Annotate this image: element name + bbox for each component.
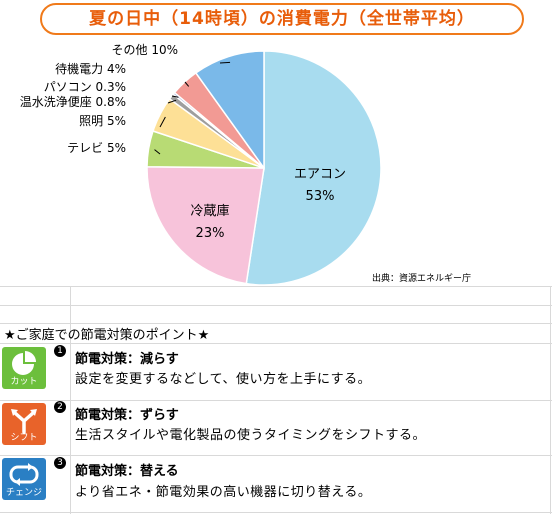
pie-slice: [194, 50, 265, 171]
slice-label: その他 10%: [112, 43, 179, 57]
tips-title: ★ご家庭での節電対策のポイント★: [4, 328, 210, 343]
change-icon-label: チェンジ: [5, 488, 42, 498]
pie-slice: [245, 50, 382, 286]
change-icon: チェンジ: [2, 458, 46, 500]
fork-arrow-icon: [11, 409, 37, 434]
cut-icon-label: カット: [10, 377, 38, 387]
source-note: 出典：資源エネルギー庁: [372, 274, 472, 284]
shift-icon: シフト: [2, 403, 46, 445]
slice-label: 冷蔵庫: [190, 204, 229, 219]
tip-description: 設定を変更するなどして、使い方を上手にする。: [75, 372, 372, 387]
grid-line: [550, 286, 551, 514]
grid-line: [0, 305, 552, 306]
slice-label: 照明 5%: [79, 114, 126, 128]
leader-line: [219, 61, 231, 64]
grid-line: [0, 400, 552, 401]
leader-line: [167, 99, 177, 104]
tip-description: 生活スタイルや電化製品の使うタイミングをシフトする。: [75, 428, 427, 443]
slice-label: エアコン: [294, 167, 346, 182]
grid-line: [0, 512, 552, 513]
leader-line: [184, 81, 190, 87]
grid-line: [0, 286, 552, 287]
shift-icon-label: シフト: [10, 433, 38, 443]
tip-heading: 節電対策：減らす: [75, 352, 179, 367]
grid-line: [70, 286, 71, 514]
grid-line: [0, 455, 552, 456]
slice-value-label: 23%: [196, 226, 225, 241]
slice-label: パソコン 0.3%: [44, 80, 126, 94]
tip-heading: 節電対策：ずらす: [75, 408, 179, 423]
tip-heading: 節電対策：替える: [75, 464, 179, 479]
tip-description: より省エネ・節電効果の高い機器に切り替える。: [75, 485, 372, 500]
slice-label: 待機電力 4%: [55, 61, 126, 76]
chart-title: 夏の日中（14時頃）の消費電力（全世帯平均）: [40, 3, 524, 35]
slice-label: 温水洗浄便座 0.8%: [20, 94, 126, 109]
cut-icon: カット: [2, 347, 46, 389]
pie-cut-icon: [12, 351, 36, 375]
grid-line: [0, 323, 552, 324]
leader-line: [171, 95, 179, 98]
grid-line: [0, 343, 552, 344]
slice-label: テレビ 5%: [67, 141, 126, 155]
slice-value-label: 53%: [306, 189, 335, 204]
cycle-arrows-icon: [9, 463, 39, 486]
leader-line: [159, 116, 166, 128]
tip-number: 1: [54, 345, 66, 357]
tip-number: 2: [54, 401, 66, 413]
pie-chart: エアコン 53% 冷蔵庫 23% テレビ 5% 照明 5% 温水洗浄便座 0.8%パソコン …: [20, 43, 382, 286]
pie-slice: [146, 165, 265, 285]
tip-number: 3: [54, 457, 66, 469]
leader-line: [154, 149, 161, 155]
